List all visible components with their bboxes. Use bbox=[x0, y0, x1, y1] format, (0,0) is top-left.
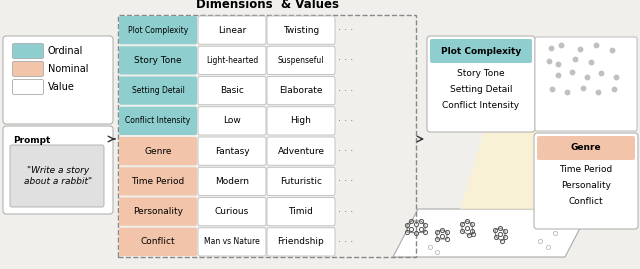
Text: Conflict: Conflict bbox=[141, 237, 175, 246]
Text: High: High bbox=[291, 116, 312, 125]
Text: Light-hearted: Light-hearted bbox=[206, 56, 258, 65]
FancyBboxPatch shape bbox=[534, 133, 638, 229]
FancyBboxPatch shape bbox=[119, 197, 197, 226]
FancyBboxPatch shape bbox=[119, 16, 197, 44]
Text: Linear: Linear bbox=[218, 26, 246, 35]
Text: Personality: Personality bbox=[561, 182, 611, 190]
Text: Suspenseful: Suspenseful bbox=[278, 56, 324, 65]
Text: · · ·: · · · bbox=[338, 146, 353, 156]
Text: Nominal: Nominal bbox=[48, 64, 88, 74]
FancyBboxPatch shape bbox=[119, 228, 197, 256]
Text: "Write a story
about a rabbit": "Write a story about a rabbit" bbox=[24, 166, 92, 186]
FancyBboxPatch shape bbox=[13, 62, 44, 76]
Text: Fantasy: Fantasy bbox=[214, 147, 250, 156]
Text: Genre: Genre bbox=[144, 147, 172, 156]
Text: Elaborate: Elaborate bbox=[279, 86, 323, 95]
Text: Prompt: Prompt bbox=[13, 136, 51, 145]
Text: Story Tone: Story Tone bbox=[134, 56, 182, 65]
FancyBboxPatch shape bbox=[267, 76, 335, 105]
Text: Twisting: Twisting bbox=[283, 26, 319, 35]
Text: · · ·: · · · bbox=[338, 86, 353, 95]
FancyBboxPatch shape bbox=[537, 136, 635, 160]
FancyBboxPatch shape bbox=[198, 16, 266, 44]
Text: Low: Low bbox=[223, 116, 241, 125]
Text: Basic: Basic bbox=[220, 86, 244, 95]
FancyBboxPatch shape bbox=[3, 36, 113, 124]
FancyBboxPatch shape bbox=[267, 137, 335, 165]
Text: Plot Complexity: Plot Complexity bbox=[128, 26, 188, 35]
Text: Setting Detail: Setting Detail bbox=[450, 84, 512, 94]
FancyBboxPatch shape bbox=[198, 46, 266, 75]
Text: Ordinal: Ordinal bbox=[48, 46, 83, 56]
Polygon shape bbox=[393, 209, 590, 257]
FancyBboxPatch shape bbox=[119, 137, 197, 165]
FancyBboxPatch shape bbox=[267, 16, 335, 44]
FancyBboxPatch shape bbox=[267, 167, 335, 196]
Text: Modern: Modern bbox=[215, 177, 249, 186]
FancyBboxPatch shape bbox=[430, 39, 532, 63]
FancyBboxPatch shape bbox=[198, 167, 266, 196]
Text: Adventure: Adventure bbox=[278, 147, 324, 156]
Text: · · ·: · · · bbox=[338, 55, 353, 65]
FancyBboxPatch shape bbox=[119, 107, 197, 135]
FancyBboxPatch shape bbox=[119, 46, 197, 75]
FancyBboxPatch shape bbox=[427, 36, 535, 132]
Text: Dimensions  & Values: Dimensions & Values bbox=[195, 0, 339, 11]
Text: Futuristic: Futuristic bbox=[280, 177, 322, 186]
FancyBboxPatch shape bbox=[119, 76, 197, 105]
Text: Conflict: Conflict bbox=[569, 197, 604, 207]
Text: · · ·: · · · bbox=[338, 25, 353, 35]
Text: · · ·: · · · bbox=[338, 116, 353, 126]
Text: Time Period: Time Period bbox=[131, 177, 184, 186]
FancyBboxPatch shape bbox=[13, 80, 44, 94]
FancyBboxPatch shape bbox=[198, 197, 266, 226]
FancyBboxPatch shape bbox=[3, 126, 113, 214]
Text: · · ·: · · · bbox=[338, 176, 353, 186]
Text: Setting Detail: Setting Detail bbox=[132, 86, 184, 95]
FancyBboxPatch shape bbox=[267, 228, 335, 256]
Text: Story Tone: Story Tone bbox=[457, 69, 505, 77]
FancyBboxPatch shape bbox=[119, 167, 197, 196]
Text: Timid: Timid bbox=[289, 207, 314, 216]
FancyBboxPatch shape bbox=[198, 137, 266, 165]
FancyBboxPatch shape bbox=[535, 37, 637, 131]
Polygon shape bbox=[460, 129, 555, 209]
Text: · · ·: · · · bbox=[338, 237, 353, 247]
FancyBboxPatch shape bbox=[198, 76, 266, 105]
Text: Time Period: Time Period bbox=[559, 165, 612, 175]
Text: · · ·: · · · bbox=[338, 207, 353, 217]
Text: Conflict Intensity: Conflict Intensity bbox=[125, 116, 191, 125]
Text: Plot Complexity: Plot Complexity bbox=[441, 47, 521, 55]
Text: Genre: Genre bbox=[571, 143, 602, 153]
FancyBboxPatch shape bbox=[198, 228, 266, 256]
Text: Friendship: Friendship bbox=[278, 237, 324, 246]
Text: Conflict Intensity: Conflict Intensity bbox=[442, 101, 520, 109]
FancyBboxPatch shape bbox=[267, 197, 335, 226]
FancyBboxPatch shape bbox=[13, 44, 44, 58]
Text: Man vs Nature: Man vs Nature bbox=[204, 237, 260, 246]
FancyBboxPatch shape bbox=[198, 107, 266, 135]
Text: Value: Value bbox=[48, 82, 75, 92]
FancyBboxPatch shape bbox=[267, 46, 335, 75]
Text: Personality: Personality bbox=[133, 207, 183, 216]
FancyBboxPatch shape bbox=[10, 145, 104, 207]
Text: Curious: Curious bbox=[215, 207, 249, 216]
FancyBboxPatch shape bbox=[267, 107, 335, 135]
